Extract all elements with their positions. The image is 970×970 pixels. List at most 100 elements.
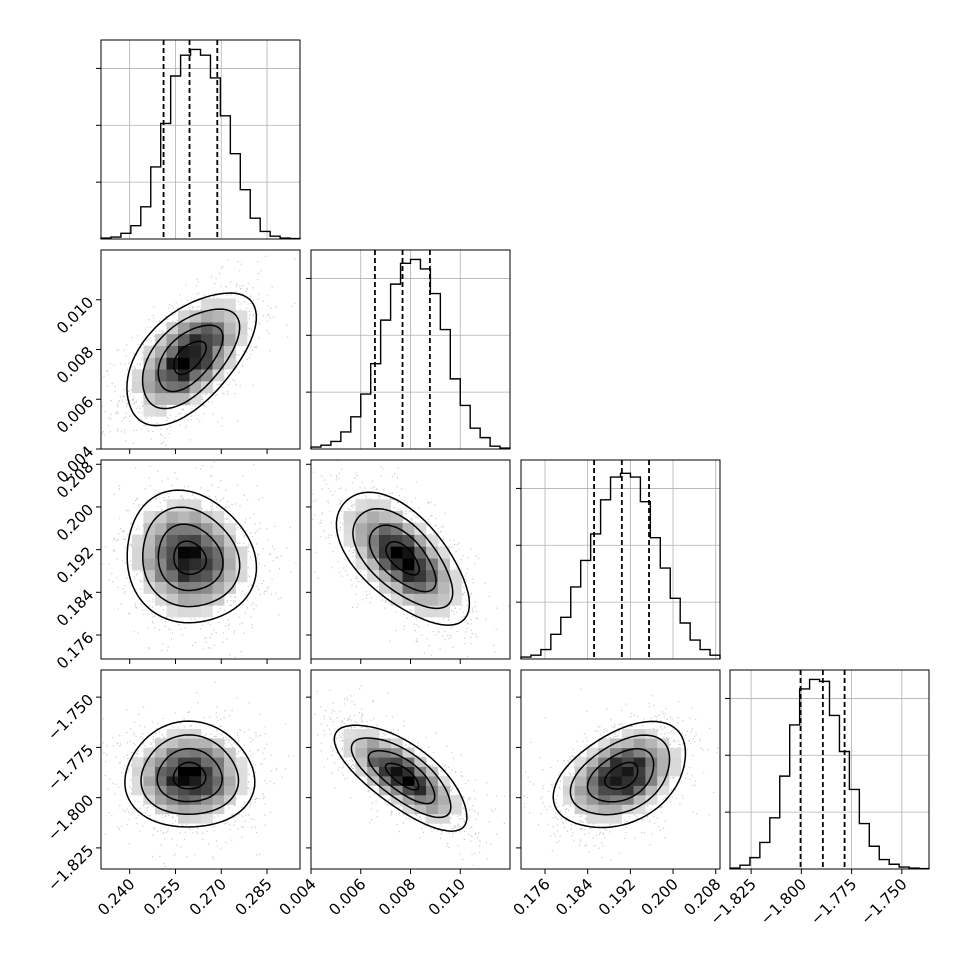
density-cell (610, 813, 623, 824)
density-cell (166, 593, 179, 606)
density-cell (598, 794, 611, 805)
density-cell (143, 766, 156, 777)
density-cell (343, 738, 356, 749)
density-cell (166, 804, 179, 815)
density-cell (378, 546, 392, 559)
density-cell (367, 728, 380, 739)
density-cell (355, 757, 368, 768)
density-cell (154, 558, 167, 571)
density-cell (657, 747, 670, 758)
density-cell (166, 522, 179, 535)
density-cell (189, 546, 202, 559)
contour-line (368, 524, 437, 593)
density-cell (154, 345, 167, 358)
density-cell (633, 776, 646, 786)
density-cell (367, 546, 380, 559)
density-cell (189, 766, 202, 777)
density-cell (178, 534, 190, 547)
density-cell (367, 511, 380, 524)
density-cell (414, 546, 427, 559)
density-cell (355, 747, 368, 758)
density-cell (402, 581, 415, 594)
density-cell (355, 728, 368, 739)
density-cell (224, 357, 236, 370)
density-cell (189, 747, 202, 758)
density-cell (201, 804, 213, 815)
density-cell (143, 581, 156, 594)
density-cell (154, 546, 167, 559)
density-cell (235, 776, 248, 786)
density-cell (166, 581, 179, 594)
contour-line (140, 734, 240, 815)
density-cell (166, 333, 179, 346)
axes-frame (100, 39, 301, 240)
density-cell (143, 785, 156, 796)
density-cell (154, 392, 167, 405)
histogram-step (100, 48, 301, 240)
density-cell (235, 546, 248, 559)
density-cell (224, 766, 236, 777)
density-cell (189, 357, 202, 370)
density-cell (621, 747, 634, 758)
density-cell (402, 558, 415, 571)
density-cell (235, 569, 248, 583)
scatter-panel-3-0 (96, 669, 301, 874)
density-cell (143, 381, 156, 394)
density-cell (645, 757, 658, 768)
density-cell (143, 569, 156, 583)
contour-line (367, 749, 436, 805)
density-cell (343, 747, 356, 758)
density-cell (390, 511, 403, 524)
density-cell (178, 499, 190, 512)
density-cell (154, 511, 167, 524)
density-cell (633, 728, 646, 739)
density-cell (154, 404, 167, 417)
density-cell (390, 757, 403, 768)
density-cell (355, 738, 368, 749)
density-cell (390, 738, 403, 749)
density-cell (201, 534, 213, 547)
density-cell (143, 511, 156, 524)
density-cell (378, 747, 392, 758)
density-cell (201, 747, 213, 758)
x-tick-label: −1.775 (807, 875, 860, 928)
density-cell (201, 369, 213, 382)
density-cell (414, 794, 427, 805)
contour-line (173, 340, 207, 376)
density-cell (414, 766, 427, 777)
scatter-panel-1-0 (96, 249, 301, 454)
contour-line (172, 761, 207, 790)
density-cell (154, 522, 167, 535)
density-cell (414, 569, 427, 583)
density-cell (355, 534, 368, 547)
histogram-step (729, 678, 930, 870)
x-tick-label: 0.006 (325, 875, 369, 919)
density-cell (586, 813, 599, 824)
density-cell (201, 605, 213, 618)
histogram-step (310, 258, 511, 449)
contour-line (126, 292, 258, 427)
density-cell (224, 776, 236, 786)
density-cell (633, 738, 646, 749)
y-tick-label: 0.176 (53, 629, 97, 673)
density-cell (562, 794, 576, 805)
density-cell (166, 546, 179, 559)
contour-line (385, 540, 421, 576)
density-cell (378, 581, 392, 594)
density-cell (402, 747, 415, 758)
density-cell (657, 766, 670, 777)
density-cell (189, 593, 202, 606)
density-cell (224, 345, 236, 358)
scatter-panel-2-0 (96, 459, 301, 664)
density-cell (178, 813, 190, 824)
density-cell (449, 794, 462, 805)
axes-frame (520, 669, 721, 870)
density-cell (143, 776, 156, 786)
density-cell (131, 785, 144, 796)
density-cell (390, 522, 403, 535)
density-cell (621, 738, 634, 749)
contour-line (569, 734, 671, 816)
density-cell (189, 499, 202, 512)
density-cell (189, 785, 202, 796)
density-cell (598, 738, 611, 749)
